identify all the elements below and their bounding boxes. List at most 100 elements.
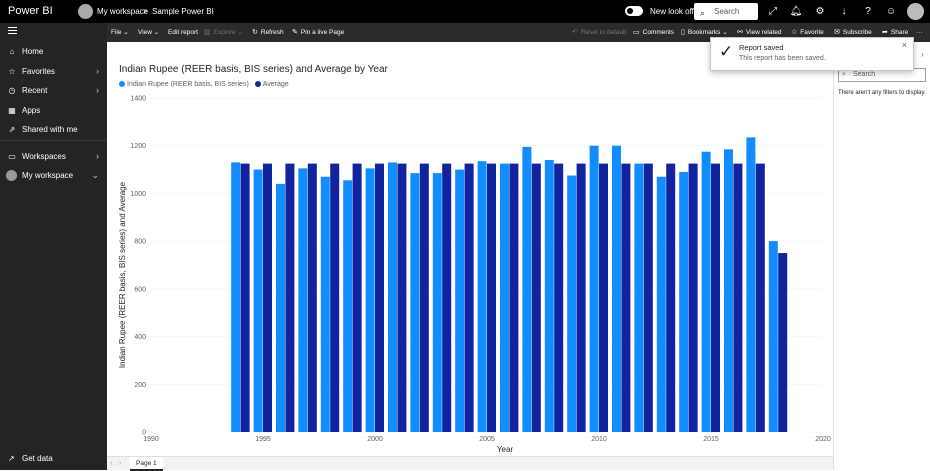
- bar-average[interactable]: [576, 163, 586, 433]
- close-icon[interactable]: ×: [901, 40, 907, 50]
- new-look-toggle[interactable]: [625, 6, 643, 16]
- file-menu[interactable]: File ⌄: [111, 23, 129, 42]
- user-avatar[interactable]: [907, 3, 924, 20]
- bar-indian-rupee[interactable]: [365, 168, 375, 432]
- bar-average[interactable]: [352, 163, 362, 433]
- help-icon[interactable]: ?: [865, 6, 871, 17]
- bar-average[interactable]: [375, 163, 385, 433]
- bar-indian-rupee[interactable]: [231, 162, 241, 432]
- collapse-pane-icon[interactable]: ›: [921, 50, 924, 59]
- feedback-icon[interactable]: ☺: [885, 6, 897, 17]
- bar-indian-rupee[interactable]: [387, 162, 397, 432]
- bar-indian-rupee[interactable]: [320, 176, 330, 432]
- bar-indian-rupee[interactable]: [589, 145, 599, 432]
- bar-indian-rupee[interactable]: [723, 149, 733, 432]
- more-options-button[interactable]: ···: [916, 29, 923, 36]
- tab-page-1[interactable]: Page 1: [130, 457, 163, 471]
- share-button[interactable]: ➦ Share: [882, 23, 908, 42]
- y-tick-label: 1000: [130, 191, 146, 198]
- bar-average[interactable]: [464, 163, 474, 433]
- get-data-button[interactable]: ↗ Get data: [0, 448, 107, 470]
- pin-live-page-button[interactable]: ✎ Pin a live Page: [292, 23, 344, 42]
- bar-indian-rupee[interactable]: [701, 151, 711, 432]
- x-tick-label: 2005: [479, 436, 495, 443]
- subscribe-label: Subscribe: [842, 29, 872, 36]
- bar-indian-rupee[interactable]: [477, 161, 487, 432]
- edit-report-button[interactable]: Edit report: [168, 29, 198, 36]
- reset-default-button[interactable]: ↶ Reset to default: [572, 23, 626, 42]
- bookmarks-button[interactable]: ▯ Bookmarks ⌄: [681, 23, 728, 42]
- view-menu[interactable]: View ⌄: [138, 23, 159, 42]
- view-related-button[interactable]: ⚯ View related: [737, 23, 782, 42]
- bar-indian-rupee[interactable]: [522, 146, 532, 432]
- bar-indian-rupee[interactable]: [432, 173, 442, 432]
- legend-entry-series1[interactable]: Indian Rupee (REER basis, BIS series): [119, 81, 249, 88]
- global-search-input[interactable]: ⌕ Search: [694, 3, 758, 20]
- bar-average[interactable]: [330, 163, 340, 433]
- bar-average[interactable]: [621, 163, 631, 433]
- chart-legend[interactable]: Indian Rupee (REER basis, BIS series) Av…: [119, 81, 293, 88]
- settings-icon[interactable]: ⚙: [815, 6, 825, 17]
- bar-average[interactable]: [755, 163, 765, 433]
- pin-live-label: Pin a live Page: [300, 29, 345, 36]
- bar-average[interactable]: [643, 163, 653, 433]
- bar-average[interactable]: [509, 163, 519, 433]
- bar-average[interactable]: [554, 163, 564, 433]
- bar-average[interactable]: [240, 163, 250, 433]
- nav-item-workspaces[interactable]: ▭ Workspaces ›: [0, 147, 107, 166]
- nav-item-shared[interactable]: ⇗ Shared with me: [0, 120, 107, 139]
- bar-average[interactable]: [397, 163, 407, 433]
- bar-average[interactable]: [733, 163, 743, 433]
- bar-indian-rupee[interactable]: [634, 163, 644, 433]
- breadcrumb-report[interactable]: Sample Power BI: [152, 7, 214, 16]
- page-tab-bar: ‹ › Page 1: [107, 456, 833, 471]
- bar-average[interactable]: [778, 253, 788, 432]
- bar-average[interactable]: [531, 163, 541, 433]
- bar-indian-rupee[interactable]: [544, 160, 554, 432]
- bar-indian-rupee[interactable]: [275, 183, 285, 432]
- next-page-icon[interactable]: ›: [119, 460, 122, 467]
- legend-entry-average[interactable]: Average: [254, 81, 289, 88]
- bar-average[interactable]: [263, 163, 273, 433]
- bar-indian-rupee[interactable]: [253, 169, 263, 432]
- bar-indian-rupee[interactable]: [410, 173, 420, 432]
- bar-indian-rupee[interactable]: [567, 175, 577, 433]
- hamburger-menu-icon[interactable]: [8, 27, 18, 37]
- bar-average[interactable]: [599, 163, 609, 433]
- explore-button[interactable]: ▥ Explore ⌄: [204, 23, 243, 42]
- bar-indian-rupee[interactable]: [343, 180, 353, 432]
- bar-indian-rupee[interactable]: [679, 171, 689, 432]
- bar-average[interactable]: [307, 163, 317, 433]
- favorite-button[interactable]: ☆ Favorite: [791, 23, 824, 42]
- bar-average[interactable]: [688, 163, 698, 433]
- nav-item-label: Home: [22, 47, 44, 56]
- bar-indian-rupee[interactable]: [298, 168, 308, 432]
- comments-button[interactable]: ▭ Comments: [633, 23, 674, 42]
- bar-indian-rupee[interactable]: [499, 163, 509, 433]
- bar-average[interactable]: [285, 163, 295, 433]
- bar-average[interactable]: [711, 163, 721, 433]
- notifications-icon[interactable]: 🔔︎: [789, 6, 803, 17]
- bar-average[interactable]: [487, 163, 497, 433]
- download-icon[interactable]: ↓: [841, 6, 847, 17]
- subscribe-button[interactable]: ✉ Subscribe: [834, 23, 872, 42]
- bar-indian-rupee[interactable]: [611, 145, 621, 432]
- bar-indian-rupee[interactable]: [455, 169, 465, 432]
- column-chart[interactable]: 0 200 400 600 800 1000 1200 1400 1990 1995 2000 200…: [107, 42, 833, 456]
- refresh-button[interactable]: ↻ Refresh: [252, 23, 284, 42]
- bar-indian-rupee[interactable]: [656, 176, 666, 432]
- bar-indian-rupee[interactable]: [768, 241, 778, 432]
- nav-item-favorites[interactable]: ☆ Favorites ›: [0, 62, 107, 81]
- nav-item-my-workspace[interactable]: My workspace ⌄: [0, 166, 107, 185]
- prev-page-icon[interactable]: ‹: [110, 460, 113, 467]
- bar-average[interactable]: [666, 163, 676, 433]
- nav-item-recent[interactable]: ◷ Recent ›: [0, 81, 107, 100]
- nav-item-apps[interactable]: ▦ Apps: [0, 101, 107, 120]
- bar-indian-rupee[interactable]: [746, 137, 756, 433]
- bar-average[interactable]: [442, 163, 452, 433]
- breadcrumb-workspace[interactable]: My workspace: [97, 7, 149, 16]
- bar-average[interactable]: [419, 163, 429, 433]
- app-name[interactable]: Power BI: [8, 5, 53, 17]
- nav-item-home[interactable]: ⌂ Home: [0, 42, 107, 61]
- expand-icon[interactable]: ⤢: [769, 6, 777, 17]
